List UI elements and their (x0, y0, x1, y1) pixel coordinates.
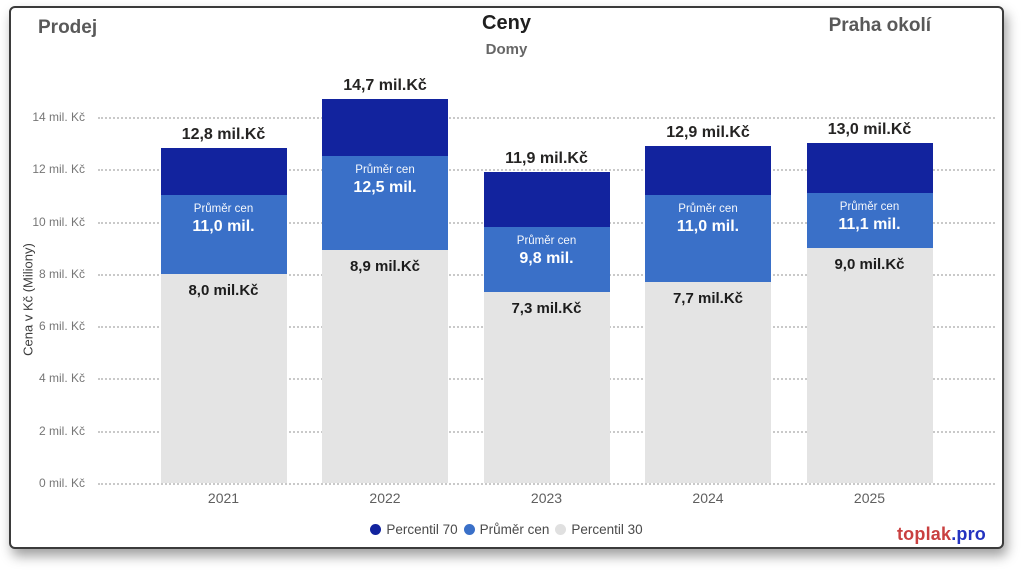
y-tick-label: 4 mil. Kč (38, 371, 85, 386)
legend-label: Percentil 30 (571, 522, 643, 537)
bar-segment-percentil-30[interactable] (160, 273, 287, 483)
legend-item[interactable]: Percentil 30 (555, 522, 643, 537)
bar-total-label: 12,9 mil.Kč (666, 123, 750, 141)
bar-p30-label: 8,0 mil.Kč (188, 281, 259, 299)
bar-segment-percentil-30[interactable] (806, 247, 933, 483)
legend-label: Percentil 70 (386, 522, 458, 537)
bar-segment-prumer-cen[interactable] (322, 156, 448, 251)
bar-segment-percentil-70[interactable] (322, 98, 448, 157)
gridline (98, 483, 995, 485)
bar-avg-caption: Průměr cen (355, 164, 415, 177)
bar-segment-percentil-70[interactable] (645, 145, 771, 196)
bar-avg-value: 11,0 mil. (192, 218, 255, 236)
legend-dot-icon (370, 524, 382, 535)
brand-logo[interactable]: toplak.pro (897, 524, 986, 545)
bar-segment-prumer-cen[interactable] (645, 195, 771, 282)
legend-item[interactable]: Průměr cen (463, 522, 550, 537)
x-tick-label: 2025 (853, 490, 886, 506)
bar-avg-value: 9,8 mil. (519, 249, 574, 267)
report-card: Prodej Ceny Domy Praha okolí Cena v Kč (… (9, 6, 1004, 549)
chart-subtitle: Domy (485, 41, 528, 58)
gridline (98, 169, 995, 172)
bar-avg-caption: Průměr cen (193, 203, 254, 216)
bar-total-label: 14,7 mil.Kč (343, 76, 427, 94)
legend-item[interactable]: Percentil 70 (370, 522, 458, 537)
bar-avg-value: 11,1 mil. (838, 215, 901, 233)
y-tick-label: 6 mil. Kč (38, 319, 85, 334)
bar-total-label: 13,0 mil.Kč (827, 121, 912, 139)
bar-segment-prumer-cen[interactable] (483, 226, 610, 293)
chart-plot-area: 0 mil. Kč 2 mil. Kč 4 mil. Kč 6 mil. Kč 8 mi… (11, 8, 1002, 547)
legend-label: Průměr cen (479, 522, 550, 537)
bar-segment-percentil-30[interactable] (483, 292, 610, 483)
bar-avg-value: 11,0 mil. (676, 218, 740, 236)
y-tick-label: 14 mil. Kč (32, 110, 85, 125)
bar-segment-percentil-70[interactable] (160, 148, 287, 196)
y-tick-label: 0 mil. Kč (38, 476, 85, 490)
y-tick-label: 8 mil. Kč (38, 266, 85, 281)
header-prodej: Prodej (38, 17, 98, 38)
bar-p30-label: 7,7 mil.Kč (672, 289, 744, 307)
brand-part1: toplak (896, 524, 952, 544)
bar-total-label: 11,9 mil.Kč (505, 149, 588, 167)
bar-segment-percentil-70[interactable] (806, 143, 933, 193)
bar-total-label: 12,8 mil.Kč (181, 126, 266, 144)
bar-p30-label: 8,9 mil.Kč (349, 258, 421, 276)
y-tick-label: 12 mil. Kč (32, 162, 85, 177)
bar-avg-value: 12,5 mil. (353, 179, 417, 197)
gridline (98, 117, 995, 120)
brand-part2: .pro (951, 524, 986, 544)
bar-segment-percentil-70[interactable] (483, 171, 610, 227)
bar-segment-prumer-cen[interactable] (160, 195, 287, 274)
bar-segment-percentil-30[interactable] (322, 250, 448, 483)
y-tick-label: 10 mil. Kč (32, 214, 85, 229)
bar-p30-label: 9,0 mil.Kč (834, 255, 905, 273)
legend: Percentil 70 Průměr cen Percentil 30 (11, 522, 1002, 537)
header-region: Praha okolí (828, 15, 931, 36)
bar-avg-caption: Průměr cen (516, 234, 577, 247)
chart-title: Ceny (482, 12, 531, 34)
bar-avg-caption: Průměr cen (839, 200, 900, 213)
bar-segment-prumer-cen[interactable] (806, 192, 933, 248)
x-tick-label: 2023 (530, 490, 563, 506)
legend-dot-icon (555, 524, 567, 535)
legend-dot-icon (463, 524, 475, 535)
bar-segment-percentil-30[interactable] (645, 281, 771, 483)
x-tick-label: 2021 (207, 490, 240, 506)
x-tick-label: 2024 (692, 490, 724, 506)
x-tick-label: 2022 (369, 490, 401, 506)
bar-p30-label: 7,3 mil.Kč (511, 300, 582, 318)
y-tick-label: 2 mil. Kč (38, 423, 85, 438)
bar-avg-caption: Průměr cen (678, 203, 738, 216)
